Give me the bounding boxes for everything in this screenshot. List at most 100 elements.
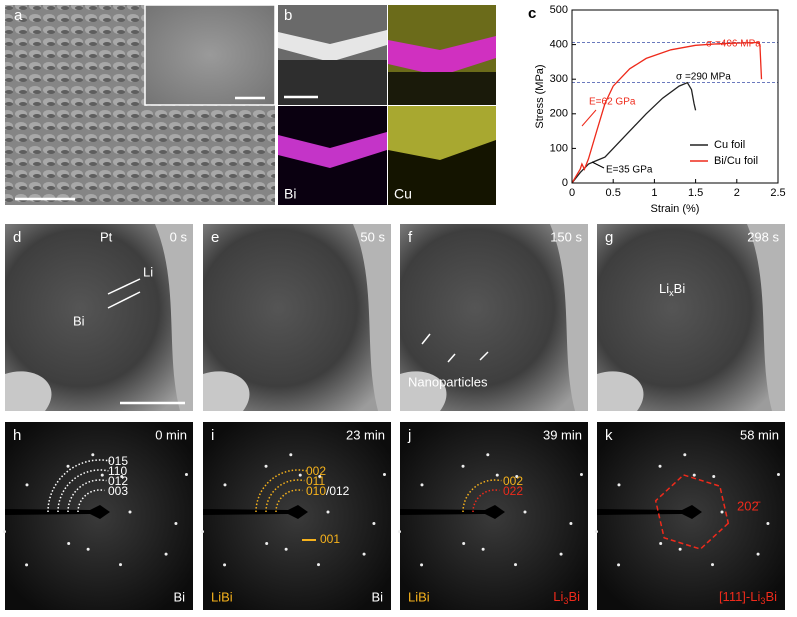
diffraction-spot [515,475,519,479]
ring-arc [462,479,502,513]
diffraction-spot [420,483,424,487]
diffraction-spot [495,473,499,477]
panel-label: j [407,427,411,444]
map-label: Cu [394,186,412,202]
diffraction-spot [766,522,770,526]
diffraction-spot [397,530,401,534]
diffraction-spot [128,510,132,514]
note: Pt [100,229,113,244]
time-label: 298 s [747,229,779,244]
diffraction-spot [617,563,621,567]
ring-arc [47,459,111,513]
series-line [571,41,763,184]
beam-stopper [400,505,505,519]
diffraction-spot [119,563,123,567]
ring-arc [77,489,105,513]
phase-label: Bi [173,589,185,604]
text-part: Li [659,281,669,296]
diffraction-spot [678,547,682,551]
subscript: x [669,288,674,298]
diffraction-spot [486,453,490,457]
panel-label: f [408,229,413,246]
diffraction-spot [523,510,527,514]
diffraction-spot [481,547,485,551]
diffraction-spot [461,464,465,468]
bi-signal [278,132,387,168]
panel-label: d [13,229,21,246]
annotation: E=35 GPa [606,165,653,176]
diffraction-spot [683,453,687,457]
note: Nanoparticles [408,374,488,389]
diffraction-spot [326,510,330,514]
text-part: Bi [674,281,686,296]
diffraction-spot [265,542,269,546]
phase-label: [111]-Li3Bi [719,589,777,606]
plot-frame [571,9,779,184]
arrow [107,278,141,295]
hole [400,371,447,411]
diffraction-spot [594,530,598,534]
sem-inset [144,4,276,106]
note: Li [143,264,153,279]
x-tick-label: 0.5 [606,187,621,199]
ring-index: 002 [306,464,326,478]
diffraction-spot [756,552,760,556]
diffraction-spot [174,522,178,526]
spot-index: 202̄ [737,498,761,513]
grid-edge [550,224,588,411]
annotation: E=62 GPa [589,97,636,108]
phase-label: Bi [371,589,383,604]
diffraction-spot [712,475,716,479]
diffraction-spot [462,542,466,546]
diffraction-spot [86,547,90,551]
diffraction-spot [164,552,168,556]
ring-index: /012 [326,484,350,498]
diffraction-spot [318,475,322,479]
note: Bi [73,313,85,328]
diffraction-spot [184,472,188,476]
annotation-arrow [591,161,605,169]
ring-index: 011 [306,474,325,488]
ring-arc [67,479,107,513]
diffraction-spot [579,472,583,476]
diffraction-spot [514,563,518,567]
legend-label: Cu foil [714,139,745,151]
y-tick-label: 300 [550,73,568,85]
grid-edge [353,224,391,411]
time-label: 58 min [740,427,779,442]
phase-label: LixBi [659,281,685,298]
hexagon [654,474,730,550]
x-tick-label: 0 [569,187,575,199]
diffraction-spot [659,542,663,546]
diffraction-spot [569,522,573,526]
diffraction-spot [200,530,204,534]
ring-index: 022 [503,484,523,498]
diffraction-spot [720,510,724,514]
ring-index: 015 [108,454,128,468]
diffraction-spot [372,522,376,526]
y-tick-label: 100 [550,142,568,154]
panel-label: e [211,229,219,246]
ring-arc [265,479,305,513]
time-label: 39 min [543,427,582,442]
diffraction-spot [711,563,715,567]
ring-index: 110 [108,464,127,478]
diffraction-spot [120,475,124,479]
panel-label: c [528,5,536,22]
diffraction-spot [317,563,321,567]
time-label: 0 s [170,229,188,244]
y-tick-label: 500 [550,4,568,16]
diffraction-spot [223,563,227,567]
diffraction-spot [91,453,95,457]
series-line [571,81,697,184]
diffraction-spot [100,473,104,477]
time-label: 23 min [346,427,385,442]
y-tick-label: 400 [550,39,568,51]
beam-stopper [597,505,702,519]
y-tick-label: 200 [550,108,568,120]
diffraction-spot [264,464,268,468]
grid-edge [747,224,785,411]
diffraction-spot [420,563,424,567]
diffraction-spot [223,483,227,487]
